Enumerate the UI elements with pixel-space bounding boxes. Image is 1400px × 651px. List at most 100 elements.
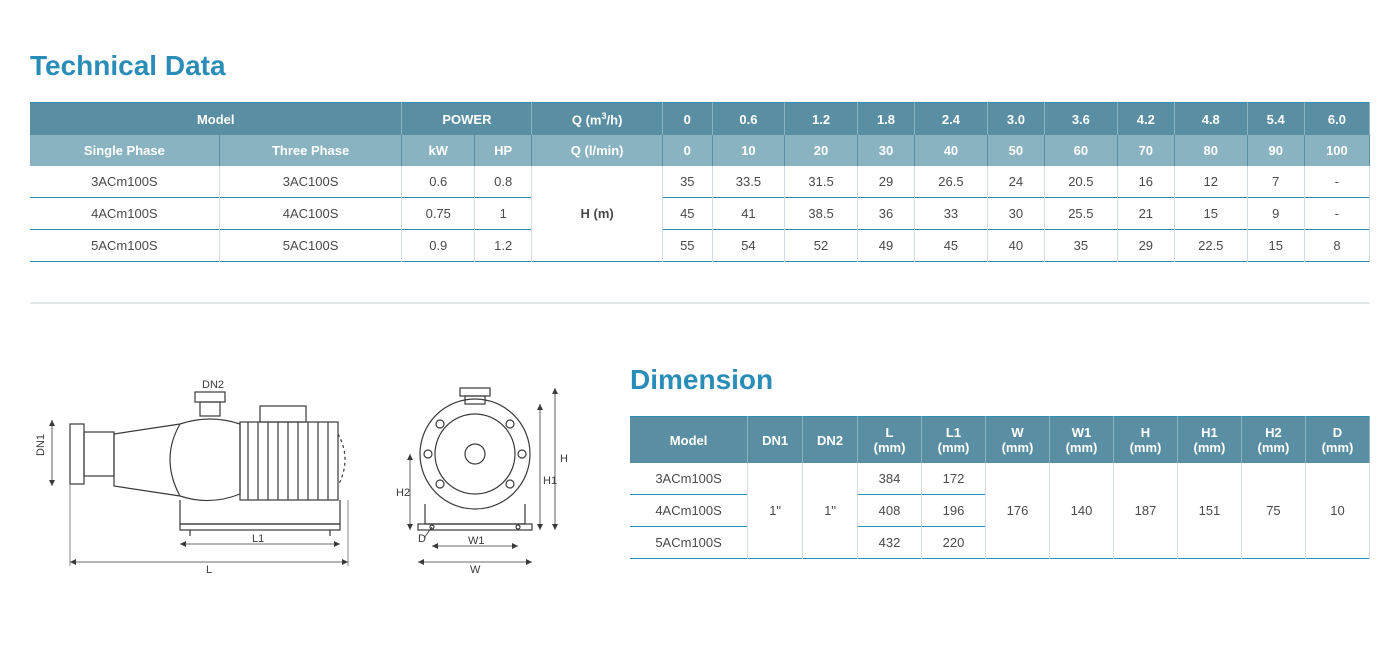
th-model: Model <box>30 103 402 136</box>
cell: 41 <box>712 198 785 230</box>
label-w1: W1 <box>468 535 485 547</box>
cell-model: 5ACm100S <box>630 527 748 559</box>
cell: 9 <box>1247 198 1304 230</box>
cell: 3ACm100S <box>30 166 219 198</box>
cell: 12 <box>1174 166 1247 198</box>
th-q-m3h-val: 2.4 <box>915 103 988 136</box>
cell: 21 <box>1117 198 1174 230</box>
cell: 10 <box>1305 463 1369 559</box>
table-row: 3ACm100S3AC100S0.60.8H (m)3533.531.52926… <box>30 166 1370 198</box>
th-q-lmin-val: 90 <box>1247 135 1304 166</box>
th-kw: kW <box>402 135 475 166</box>
label-dn2: DN2 <box>202 379 224 391</box>
th-q-lmin-val: 20 <box>785 135 858 166</box>
th-dim: Model <box>630 417 748 464</box>
label-dn1: DN1 <box>35 434 47 456</box>
th-dim: W(mm) <box>986 417 1050 464</box>
cell: 1.2 <box>475 230 532 262</box>
cell: 151 <box>1177 463 1241 559</box>
cell: 75 <box>1241 463 1305 559</box>
dimension-table: ModelDN1DN2L(mm)L1(mm)W(mm)W1(mm)H(mm)H1… <box>630 416 1370 559</box>
technical-data-title: Technical Data <box>30 50 1370 82</box>
cell: 29 <box>1117 230 1174 262</box>
th-q-lmin-val: 10 <box>712 135 785 166</box>
dimension-drawings: DN1 DN2 L1 L <box>30 364 590 574</box>
th-q-m3h: Q (m3/h) <box>532 103 663 136</box>
cell: 52 <box>785 230 858 262</box>
cell: 36 <box>857 198 914 230</box>
cell: 20.5 <box>1045 166 1118 198</box>
cell: 0.6 <box>402 166 475 198</box>
th-dim: H2(mm) <box>1241 417 1305 464</box>
cell: 45 <box>662 198 712 230</box>
cell: 4AC100S <box>219 198 402 230</box>
cell-model: 3ACm100S <box>630 463 748 495</box>
th-q-lmin-val: 0 <box>662 135 712 166</box>
cell: 8 <box>1304 230 1369 262</box>
th-q-m3h-val: 6.0 <box>1304 103 1369 136</box>
th-q-lmin-val: 30 <box>857 135 914 166</box>
th-q-m3h-val: 1.8 <box>857 103 914 136</box>
th-dim: H(mm) <box>1113 417 1177 464</box>
th-q-m3h-val: 0 <box>662 103 712 136</box>
cell: 35 <box>1045 230 1118 262</box>
label-h2: H2 <box>396 487 410 499</box>
th-q-lmin: Q (l/min) <box>532 135 663 166</box>
cell: 384 <box>858 463 922 495</box>
th-q-m3h-val: 1.2 <box>785 103 858 136</box>
th-dim: D(mm) <box>1305 417 1369 464</box>
th-q-lmin-val: 80 <box>1174 135 1247 166</box>
cell-model: 4ACm100S <box>630 495 748 527</box>
section-divider <box>30 302 1370 304</box>
th-dim: L(mm) <box>858 417 922 464</box>
cell: 31.5 <box>785 166 858 198</box>
cell: 0.75 <box>402 198 475 230</box>
cell: 1" <box>803 463 858 559</box>
cell: 15 <box>1247 230 1304 262</box>
th-q-m3h-val: 3.0 <box>987 103 1044 136</box>
th-hp: HP <box>475 135 532 166</box>
th-dim: H1(mm) <box>1177 417 1241 464</box>
table-row: 5ACm100S5AC100S0.91.2555452494540352922.… <box>30 230 1370 262</box>
cell: 38.5 <box>785 198 858 230</box>
label-l: L <box>206 564 212 574</box>
cell: 1" <box>748 463 803 559</box>
th-q-lmin-val: 50 <box>987 135 1044 166</box>
cell: 49 <box>857 230 914 262</box>
cell: 45 <box>915 230 988 262</box>
label-h: H <box>560 453 568 465</box>
cell: 54 <box>712 230 785 262</box>
cell: 220 <box>922 527 986 559</box>
label-d: D <box>418 533 426 545</box>
cell: 5AC100S <box>219 230 402 262</box>
th-dim: DN1 <box>748 417 803 464</box>
th-q-m3h-val: 4.8 <box>1174 103 1247 136</box>
pump-front-drawing: H H1 H2 W1 W D <box>380 374 590 574</box>
cell: 22.5 <box>1174 230 1247 262</box>
cell: 408 <box>858 495 922 527</box>
dimension-title: Dimension <box>630 364 1370 396</box>
th-q-lmin-val: 100 <box>1304 135 1369 166</box>
cell: 25.5 <box>1045 198 1118 230</box>
cell: 1 <box>475 198 532 230</box>
cell: - <box>1304 198 1369 230</box>
cell: 33.5 <box>712 166 785 198</box>
cell: 187 <box>1113 463 1177 559</box>
h-m-label: H (m) <box>532 166 663 262</box>
cell: 35 <box>662 166 712 198</box>
th-power: POWER <box>402 103 532 136</box>
cell: 5ACm100S <box>30 230 219 262</box>
th-q-m3h-val: 3.6 <box>1045 103 1118 136</box>
cell: 26.5 <box>915 166 988 198</box>
cell: 40 <box>987 230 1044 262</box>
th-dim: DN2 <box>803 417 858 464</box>
th-three-phase: Three Phase <box>219 135 402 166</box>
th-q-lmin-val: 60 <box>1045 135 1118 166</box>
cell: 15 <box>1174 198 1247 230</box>
table-row: 3ACm100S1"1"3841721761401871517510 <box>630 463 1370 495</box>
cell: 176 <box>986 463 1050 559</box>
cell: 4ACm100S <box>30 198 219 230</box>
technical-data-table: Model POWER Q (m3/h) 00.61.21.82.43.03.6… <box>30 102 1370 262</box>
cell: 196 <box>922 495 986 527</box>
th-q-lmin-val: 40 <box>915 135 988 166</box>
